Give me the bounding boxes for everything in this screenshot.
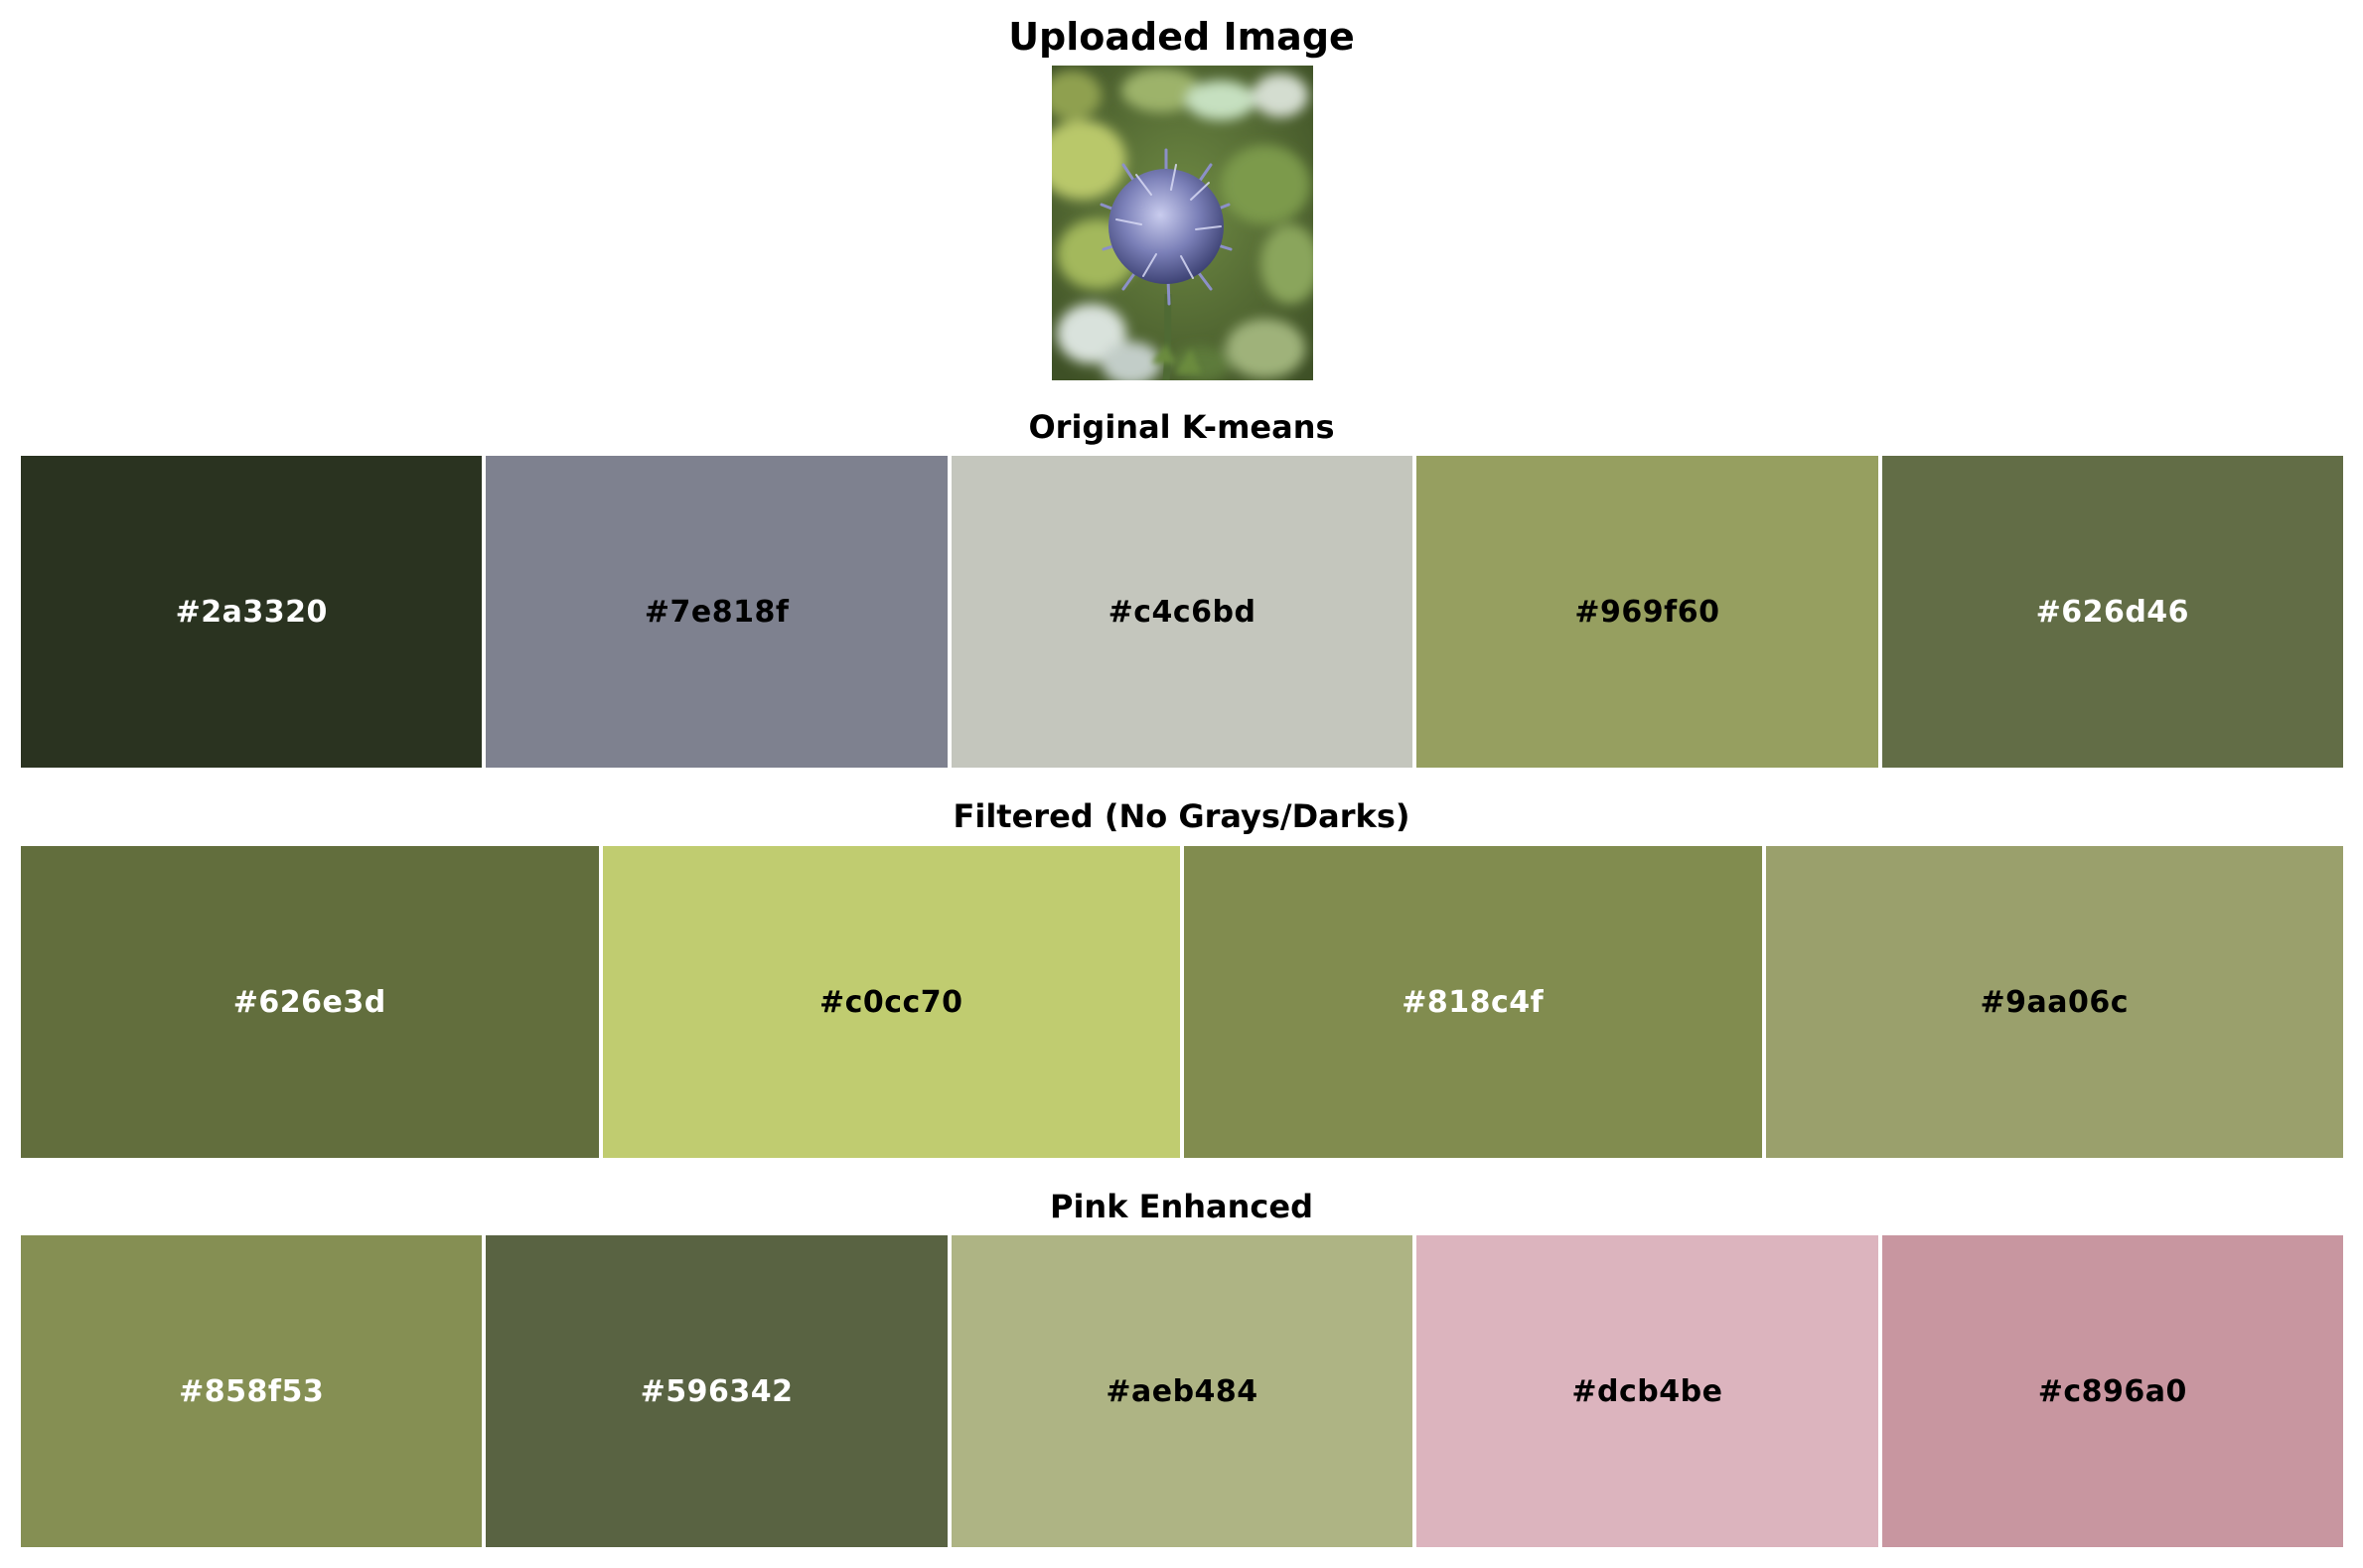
hex-label: #596342 [640, 1373, 794, 1409]
hex-label: #858f53 [179, 1373, 325, 1409]
hex-label: #9aa06c [1980, 984, 2130, 1020]
hex-label: #c896a0 [2037, 1373, 2187, 1409]
color-swatch: #626e3d [21, 846, 599, 1158]
color-swatch: #818c4f [1184, 846, 1762, 1158]
color-swatch: #c0cc70 [602, 846, 1180, 1158]
color-swatch: #596342 [486, 1235, 948, 1547]
hex-label: #dcb4be [1571, 1373, 1723, 1409]
color-swatch: #c4c6bd [951, 456, 1413, 768]
hex-label: #818c4f [1402, 984, 1545, 1020]
color-swatch: #aeb484 [951, 1235, 1413, 1547]
color-swatch: #2a3320 [21, 456, 483, 768]
thistle-flower-photo-icon [1052, 66, 1313, 380]
hex-label: #626e3d [232, 984, 386, 1020]
hex-label: #c4c6bd [1108, 594, 1256, 630]
section-title-original-kmeans: Original K-means [1028, 408, 1335, 446]
uploaded-image [1052, 66, 1313, 380]
palette-pink-enhanced: #858f53 #596342 #aeb484 #dcb4be #c896a0 [21, 1235, 2344, 1547]
color-swatch: #858f53 [21, 1235, 483, 1547]
color-swatch: #7e818f [486, 456, 948, 768]
hex-label: #626d46 [2035, 594, 2190, 630]
hex-label: #2a3320 [175, 594, 328, 630]
hex-label: #969f60 [1574, 594, 1720, 630]
color-swatch: #dcb4be [1416, 1235, 1878, 1547]
palette-original-kmeans: #2a3320 #7e818f #c4c6bd #969f60 #626d46 [21, 456, 2344, 768]
section-title-pink-enhanced: Pink Enhanced [1050, 1188, 1313, 1225]
palette-filtered: #626e3d #c0cc70 #818c4f #9aa06c [21, 846, 2343, 1158]
color-swatch: #969f60 [1416, 456, 1878, 768]
hex-label: #aeb484 [1106, 1373, 1258, 1409]
color-swatch: #c896a0 [1881, 1235, 2344, 1547]
color-swatch: #626d46 [1881, 456, 2344, 768]
page-title: Uploaded Image [1008, 15, 1355, 59]
section-title-filtered: Filtered (No Grays/Darks) [953, 797, 1410, 835]
color-swatch: #9aa06c [1765, 846, 2343, 1158]
hex-label: #c0cc70 [818, 984, 963, 1020]
hex-label: #7e818f [644, 594, 790, 630]
